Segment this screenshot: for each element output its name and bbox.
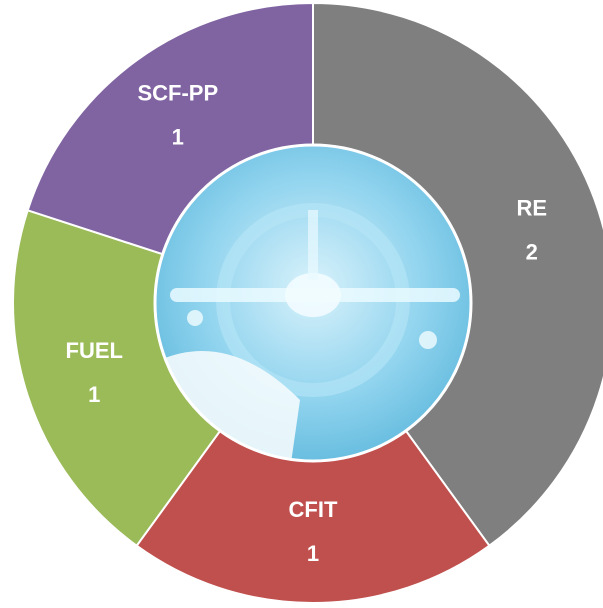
slice-value: 1: [88, 382, 100, 407]
slice-value: 2: [526, 240, 538, 265]
slice-label: SCF-PP: [137, 81, 218, 106]
slice-value: 1: [307, 541, 319, 566]
slice-label: FUEL: [66, 338, 123, 363]
slice-label: RE: [516, 196, 547, 221]
page: RE2CFIT1FUEL1SCF-PP1 (() => { const data…: [0, 0, 603, 608]
slice-label: CFIT: [289, 497, 338, 522]
chart: RE 2 CFIT 1 FUEL 1 SCF-PP 1: [0, 0, 603, 608]
slice-value: 1: [172, 125, 184, 150]
